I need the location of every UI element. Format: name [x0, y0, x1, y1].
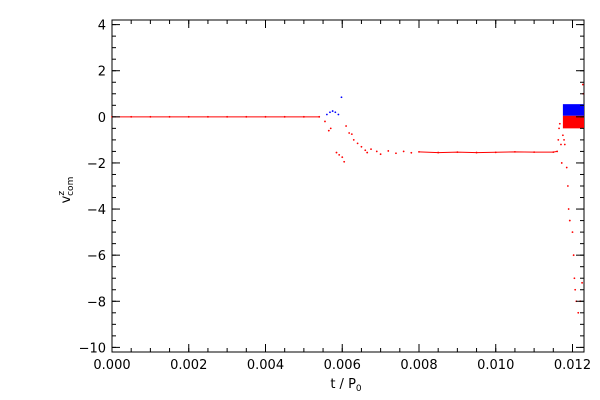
data-point-series-0 — [343, 160, 346, 163]
x-axis-title: t / P0 — [330, 377, 362, 394]
data-point-series-0 — [568, 219, 571, 222]
data-point-series-0 — [557, 138, 560, 141]
y-tick-label: −10 — [79, 341, 106, 356]
data-point-series-1 — [334, 111, 337, 114]
data-point-series-1 — [329, 111, 331, 114]
data-point-series-0 — [379, 153, 382, 156]
data-point-series-0 — [338, 153, 341, 156]
data-point-series-0 — [345, 125, 347, 127]
data-point-series-0 — [573, 277, 576, 280]
data-point-series-0 — [335, 151, 338, 154]
y-tick-label: 4 — [98, 19, 106, 34]
data-point-series-0 — [375, 150, 378, 153]
axis-ticks — [111, 20, 584, 352]
x-tick-label: 0.004 — [247, 358, 284, 373]
y-tick-label: −6 — [87, 249, 106, 264]
data-point-series-0 — [395, 152, 397, 155]
data-point-series-0 — [565, 166, 568, 169]
data-point-series-0 — [348, 132, 351, 134]
data-point-series-0 — [558, 122, 561, 125]
data-point-series-1 — [340, 96, 343, 99]
data-point-series-0 — [560, 162, 563, 164]
series-bands — [562, 104, 584, 129]
data-point-series-0 — [360, 145, 363, 148]
y-tick-label: 0 — [98, 111, 106, 126]
data-point-series-0 — [581, 281, 583, 284]
x-tick-label: 0.008 — [400, 358, 437, 373]
series-points — [111, 83, 585, 314]
data-point-series-1 — [337, 113, 340, 116]
data-point-series-0 — [366, 151, 369, 154]
plot-frame — [111, 19, 585, 353]
data-point-series-0 — [560, 143, 562, 146]
data-point-series-0 — [566, 185, 569, 187]
data-point-series-0 — [402, 150, 405, 153]
x-tick-label: 0.000 — [93, 358, 130, 373]
data-point-series-0 — [341, 156, 344, 159]
data-point-series-0 — [572, 254, 575, 257]
data-point-series-0 — [563, 143, 566, 146]
plot-border — [111, 19, 585, 353]
data-point-series-0 — [356, 142, 359, 145]
data-point-series-0 — [324, 120, 326, 123]
y-axis-title: vzcom — [57, 177, 76, 204]
y-tick-label: −2 — [87, 157, 106, 172]
series-band-0 — [562, 115, 584, 129]
x-tick-label: 0.010 — [477, 358, 514, 373]
y-tick-label: −4 — [87, 203, 106, 218]
data-point-series-0 — [350, 133, 353, 136]
data-point-series-0 — [577, 311, 580, 314]
data-point-series-0 — [370, 148, 372, 151]
data-point-series-0 — [364, 149, 367, 152]
x-tick-label: 0.002 — [170, 358, 207, 373]
series-band-1 — [562, 104, 584, 116]
data-point-series-1 — [325, 113, 328, 116]
tick-labels: 0.000 0.002 0.004 0.006 0.008 0.010 0.012 −10 −8… — [79, 19, 592, 373]
data-point-series-0 — [387, 150, 390, 152]
x-tick-label: 0.006 — [324, 358, 361, 373]
series-0-plateau — [418, 150, 558, 154]
data-point-series-0 — [574, 288, 577, 291]
data-point-series-0 — [571, 231, 574, 234]
data-point-series-0 — [352, 138, 355, 141]
data-point-series-0 — [329, 127, 332, 130]
data-point-series-0 — [581, 83, 584, 86]
y-tick-label: 2 — [98, 65, 106, 80]
x-tick-label: 0.012 — [554, 358, 591, 373]
data-point-series-0 — [327, 129, 330, 132]
data-point-series-0 — [410, 151, 413, 154]
data-point-series-0 — [558, 127, 560, 130]
data-point-series-0 — [563, 138, 565, 141]
data-point-series-0 — [567, 208, 570, 210]
data-point-series-1 — [331, 110, 334, 112]
data-point-series-0 — [561, 134, 564, 137]
y-tick-label: −8 — [87, 295, 106, 310]
